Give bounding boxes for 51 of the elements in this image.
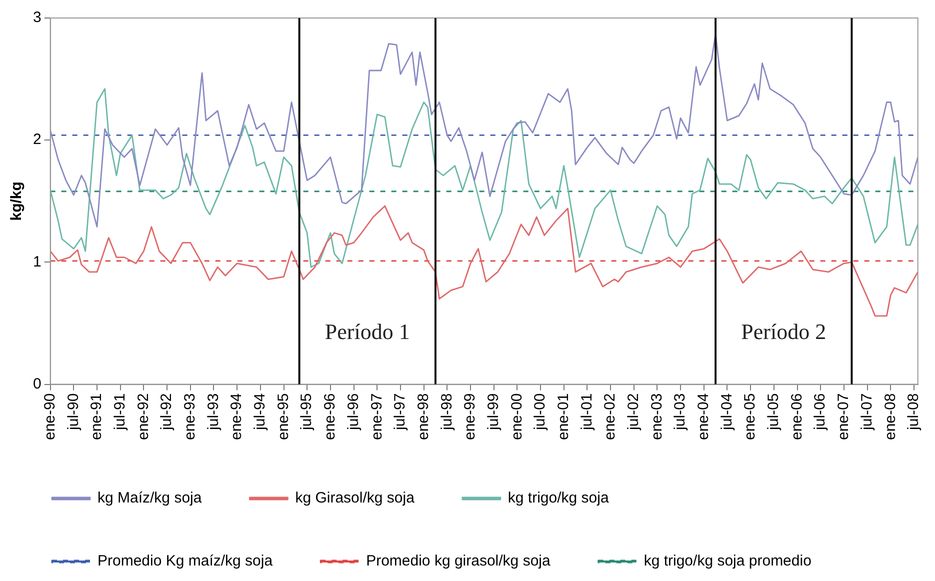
x-tick-label: jul-91: [112, 393, 129, 431]
legend-label: kg trigo/kg soja: [508, 490, 610, 507]
x-tick-label: jul-95: [298, 393, 316, 431]
x-tick-label: ene-91: [88, 393, 106, 440]
x-tick-label: jul-94: [252, 393, 269, 431]
x-tick-label: jul-01: [578, 393, 596, 431]
legend-label: kg trigo/kg soja promedio: [644, 552, 812, 570]
x-tick-label: ene-03: [648, 393, 666, 440]
x-tick-label: jul-92: [158, 393, 176, 431]
x-tick-label: ene-94: [228, 393, 246, 440]
x-tick-label: jul-98: [438, 393, 456, 431]
x-tick-label: jul-07: [858, 393, 876, 431]
x-tick-label: ene-97: [368, 393, 386, 440]
x-tick-label: ene-02: [602, 393, 619, 440]
x-tick-label: ene-90: [41, 393, 58, 440]
x-tick-label: ene-96: [322, 393, 339, 440]
legend-label: kg Maíz/kg soja: [98, 490, 202, 507]
x-tick-label: ene-07: [835, 393, 852, 440]
x-tick-label: jul-06: [812, 393, 829, 431]
x-tick-label: ene-01: [554, 393, 572, 440]
x-tick-label: jul-93: [204, 393, 222, 431]
x-tick-label: jul-99: [484, 393, 502, 431]
x-tick-label: ene-93: [182, 393, 199, 440]
x-tick-label: jul-02: [625, 393, 642, 431]
x-tick-label: jul-00: [532, 393, 549, 431]
y-tick-label: 0: [33, 375, 42, 392]
x-tick-label: ene-00: [508, 393, 526, 440]
y-tick-label: 3: [33, 9, 42, 26]
x-tick-label: ene-99: [462, 393, 479, 440]
x-tick-label: jul-97: [392, 393, 409, 431]
x-tick-label: jul-03: [672, 393, 689, 431]
y-axis-title: kg/kg: [8, 182, 26, 221]
y-tick-label: 1: [33, 253, 42, 270]
annotation: Período 2: [741, 318, 826, 344]
y-tick-label: 2: [33, 131, 42, 148]
x-tick-label: ene-08: [882, 393, 899, 440]
x-tick-label: ene-95: [274, 393, 292, 440]
x-tick-label: jul-96: [344, 393, 362, 431]
legend-label: kg Girasol/kg soja: [295, 490, 416, 507]
annotation: Período 1: [324, 318, 410, 344]
x-tick-label: jul-08: [905, 393, 922, 431]
legend-label: Promedio Kg maíz/kg soja: [98, 552, 274, 570]
x-tick-label: jul-04: [718, 393, 736, 431]
x-tick-label: ene-04: [695, 393, 712, 440]
x-tick-label: jul-05: [765, 393, 782, 431]
legend-label: Promedio kg girasol/kg soja: [366, 552, 551, 570]
x-tick-label: ene-98: [414, 393, 432, 440]
x-tick-label: ene-92: [134, 393, 152, 440]
x-tick-label: ene-05: [742, 393, 759, 440]
x-tick-label: jul-90: [64, 393, 82, 431]
x-tick-label: ene-06: [788, 393, 806, 440]
